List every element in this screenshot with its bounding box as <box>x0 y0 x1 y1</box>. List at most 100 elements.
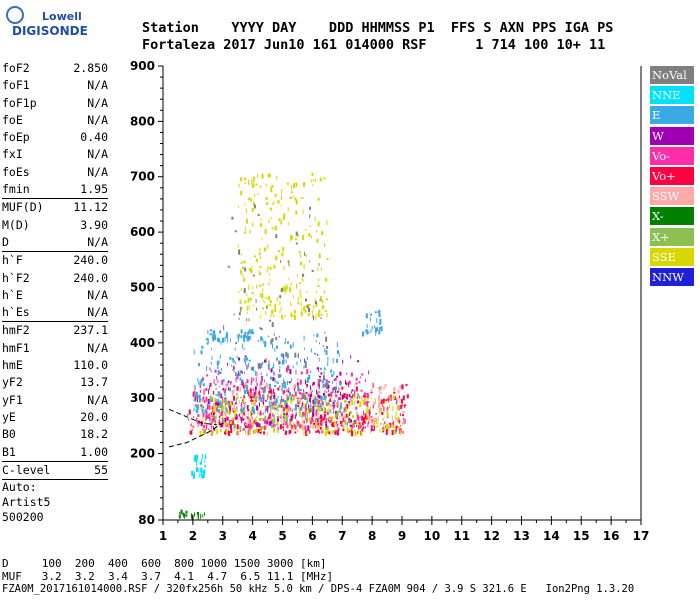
data-point <box>394 415 396 419</box>
data-point <box>380 399 383 405</box>
data-point <box>282 286 285 292</box>
data-point <box>270 425 273 428</box>
data-point <box>306 431 308 435</box>
data-point <box>190 423 192 427</box>
data-point <box>355 382 358 385</box>
data-point <box>238 317 240 320</box>
param-name: foF1p <box>2 95 37 110</box>
data-point <box>255 425 257 430</box>
param-name: B1 <box>2 444 16 459</box>
data-point <box>346 372 347 375</box>
data-point <box>271 227 274 230</box>
data-point <box>317 313 320 316</box>
data-point <box>324 431 327 437</box>
data-point <box>297 423 300 427</box>
data-point <box>325 399 327 402</box>
x-tick-label: 6 <box>308 529 316 543</box>
data-point <box>349 412 351 417</box>
data-point <box>222 379 225 383</box>
data-point <box>319 378 322 382</box>
data-point <box>248 429 251 435</box>
data-point <box>246 312 248 315</box>
legend-item-ssw: SSW <box>650 187 694 206</box>
data-point <box>206 408 208 414</box>
data-point <box>227 382 229 386</box>
data-point <box>208 399 210 402</box>
data-point <box>253 204 256 209</box>
data-point <box>358 381 361 384</box>
data-point <box>301 425 303 431</box>
data-point <box>211 430 213 436</box>
data-point <box>286 399 289 404</box>
data-point <box>226 385 228 391</box>
data-point <box>326 412 329 416</box>
data-point <box>287 341 289 344</box>
data-point <box>261 237 263 241</box>
data-point <box>295 210 298 215</box>
data-point <box>254 395 257 400</box>
data-point <box>399 387 401 392</box>
data-point <box>217 380 219 384</box>
data-point <box>259 402 260 407</box>
data-point <box>217 402 220 406</box>
data-point <box>252 403 254 408</box>
data-point <box>209 383 211 388</box>
data-point <box>195 405 198 408</box>
data-point <box>199 430 202 436</box>
data-point <box>309 387 312 393</box>
data-point <box>211 348 212 351</box>
data-point <box>261 375 263 381</box>
data-point <box>315 408 318 411</box>
data-point <box>339 404 342 409</box>
data-point <box>324 389 326 393</box>
footer-line2: MUF 3.2 3.2 3.4 3.7 4.1 4.7 6.5 11.1 [MH… <box>2 569 334 583</box>
data-point <box>320 403 322 406</box>
data-point <box>317 353 319 356</box>
data-point <box>341 386 344 390</box>
data-point <box>336 425 339 428</box>
data-point <box>229 386 231 390</box>
data-point <box>260 425 263 430</box>
data-point <box>200 421 203 427</box>
data-point <box>250 398 252 403</box>
param-row: M(D) 3.90 <box>2 217 108 234</box>
data-point <box>193 407 195 412</box>
data-point <box>318 367 319 372</box>
data-point <box>300 397 303 400</box>
data-point <box>276 175 278 180</box>
data-point <box>248 330 249 335</box>
data-point <box>271 184 274 188</box>
data-point <box>288 277 290 280</box>
data-point <box>289 409 291 412</box>
data-point <box>308 408 310 414</box>
data-point <box>309 429 311 432</box>
param-row: hmF1 N/A <box>2 340 108 357</box>
data-point <box>382 398 385 404</box>
data-point <box>345 408 348 413</box>
data-point <box>247 392 249 396</box>
param-name: M(D) <box>2 217 30 232</box>
data-point <box>399 425 402 429</box>
data-point <box>185 510 188 514</box>
data-point <box>213 331 216 336</box>
data-point <box>235 398 237 404</box>
data-point <box>318 395 321 399</box>
data-point <box>212 402 215 408</box>
legend-item-x-: X+ <box>650 227 694 246</box>
data-point <box>252 177 255 183</box>
data-point <box>325 350 328 355</box>
data-point <box>334 429 336 432</box>
data-point <box>341 394 344 400</box>
data-point <box>296 361 298 366</box>
data-point <box>300 261 302 266</box>
data-point <box>360 416 363 419</box>
data-point <box>315 301 317 305</box>
data-point <box>325 368 327 371</box>
data-point <box>271 309 274 314</box>
data-point <box>352 415 354 419</box>
data-point <box>282 392 285 395</box>
data-point <box>327 356 329 361</box>
data-point <box>276 345 278 349</box>
data-point <box>400 405 403 409</box>
param-name: MUF(D) <box>2 200 44 215</box>
